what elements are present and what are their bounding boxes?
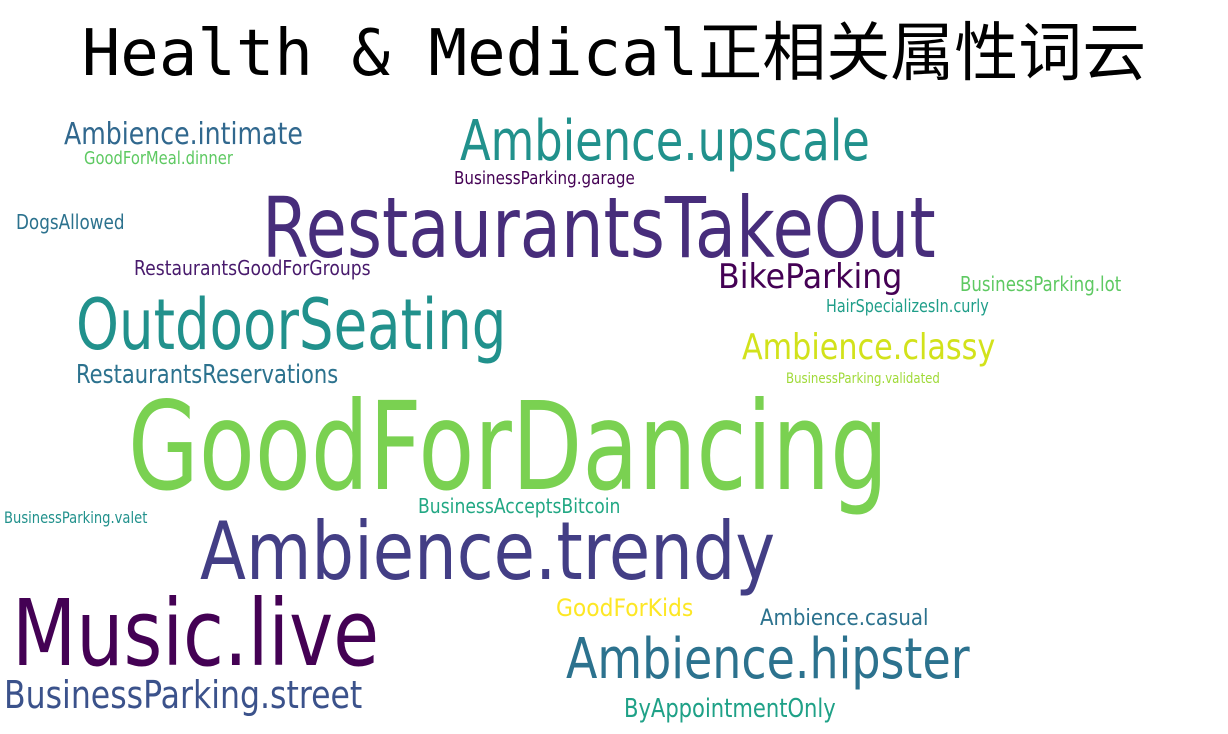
word-goodforkids: GoodForKids	[556, 594, 694, 622]
word-outdoorseating: OutdoorSeating	[76, 284, 507, 366]
word-ambience-intimate: Ambience.intimate	[64, 117, 303, 152]
page-title: Health & Medical正相关属性词云	[81, 17, 1147, 91]
word-businessparking-garage: BusinessParking.garage	[454, 168, 635, 189]
word-goodfordancing: GoodForDancing	[128, 376, 889, 518]
word-businessparking-lot: BusinessParking.lot	[960, 272, 1122, 296]
word-bikeparking: BikeParking	[718, 257, 903, 297]
word-businessparking-valet: BusinessParking.valet	[4, 508, 148, 527]
word-restaurantsgoodforgroups: RestaurantsGoodForGroups	[134, 256, 371, 280]
word-restaurantstakeout: RestaurantsTakeOut	[262, 179, 936, 277]
word-restaurantsreservations: RestaurantsReservations	[76, 360, 339, 390]
word-ambience-hipster: Ambience.hipster	[566, 627, 970, 692]
word-ambience-trendy: Ambience.trendy	[200, 505, 776, 598]
word-businessparking-street: BusinessParking.street	[4, 673, 363, 717]
word-dogsallowed: DogsAllowed	[16, 210, 125, 234]
word-businessparking-validated: BusinessParking.validated	[786, 371, 940, 387]
word-ambience-casual: Ambience.casual	[760, 606, 929, 631]
word-goodformeal-dinner: GoodForMeal.dinner	[84, 148, 233, 169]
word-music-live: Music.live	[12, 580, 380, 687]
word-businessacceptsbitcoin: BusinessAcceptsBitcoin	[418, 494, 621, 518]
word-ambience-upscale: Ambience.upscale	[460, 109, 870, 174]
word-byappointmentonly: ByAppointmentOnly	[624, 694, 836, 724]
word-ambience-classy: Ambience.classy	[742, 327, 996, 368]
word-hairspecializesin-curly: HairSpecializesIn.curly	[826, 296, 989, 317]
